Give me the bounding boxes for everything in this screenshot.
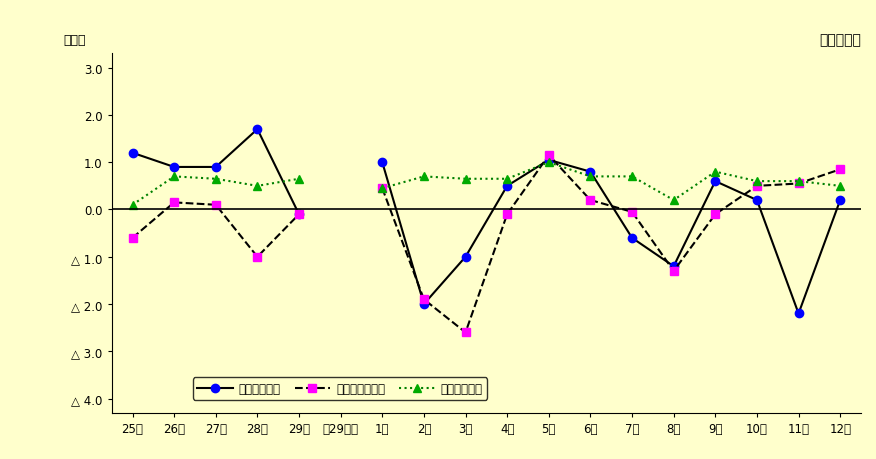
Legend: 現金給与総額, 総実労働時間数, 常用労働者数: 現金給与総額, 総実労働時間数, 常用労働者数 [193,377,487,400]
Text: 調査産業計: 調査産業計 [819,33,861,47]
Text: （％）: （％） [63,34,86,47]
